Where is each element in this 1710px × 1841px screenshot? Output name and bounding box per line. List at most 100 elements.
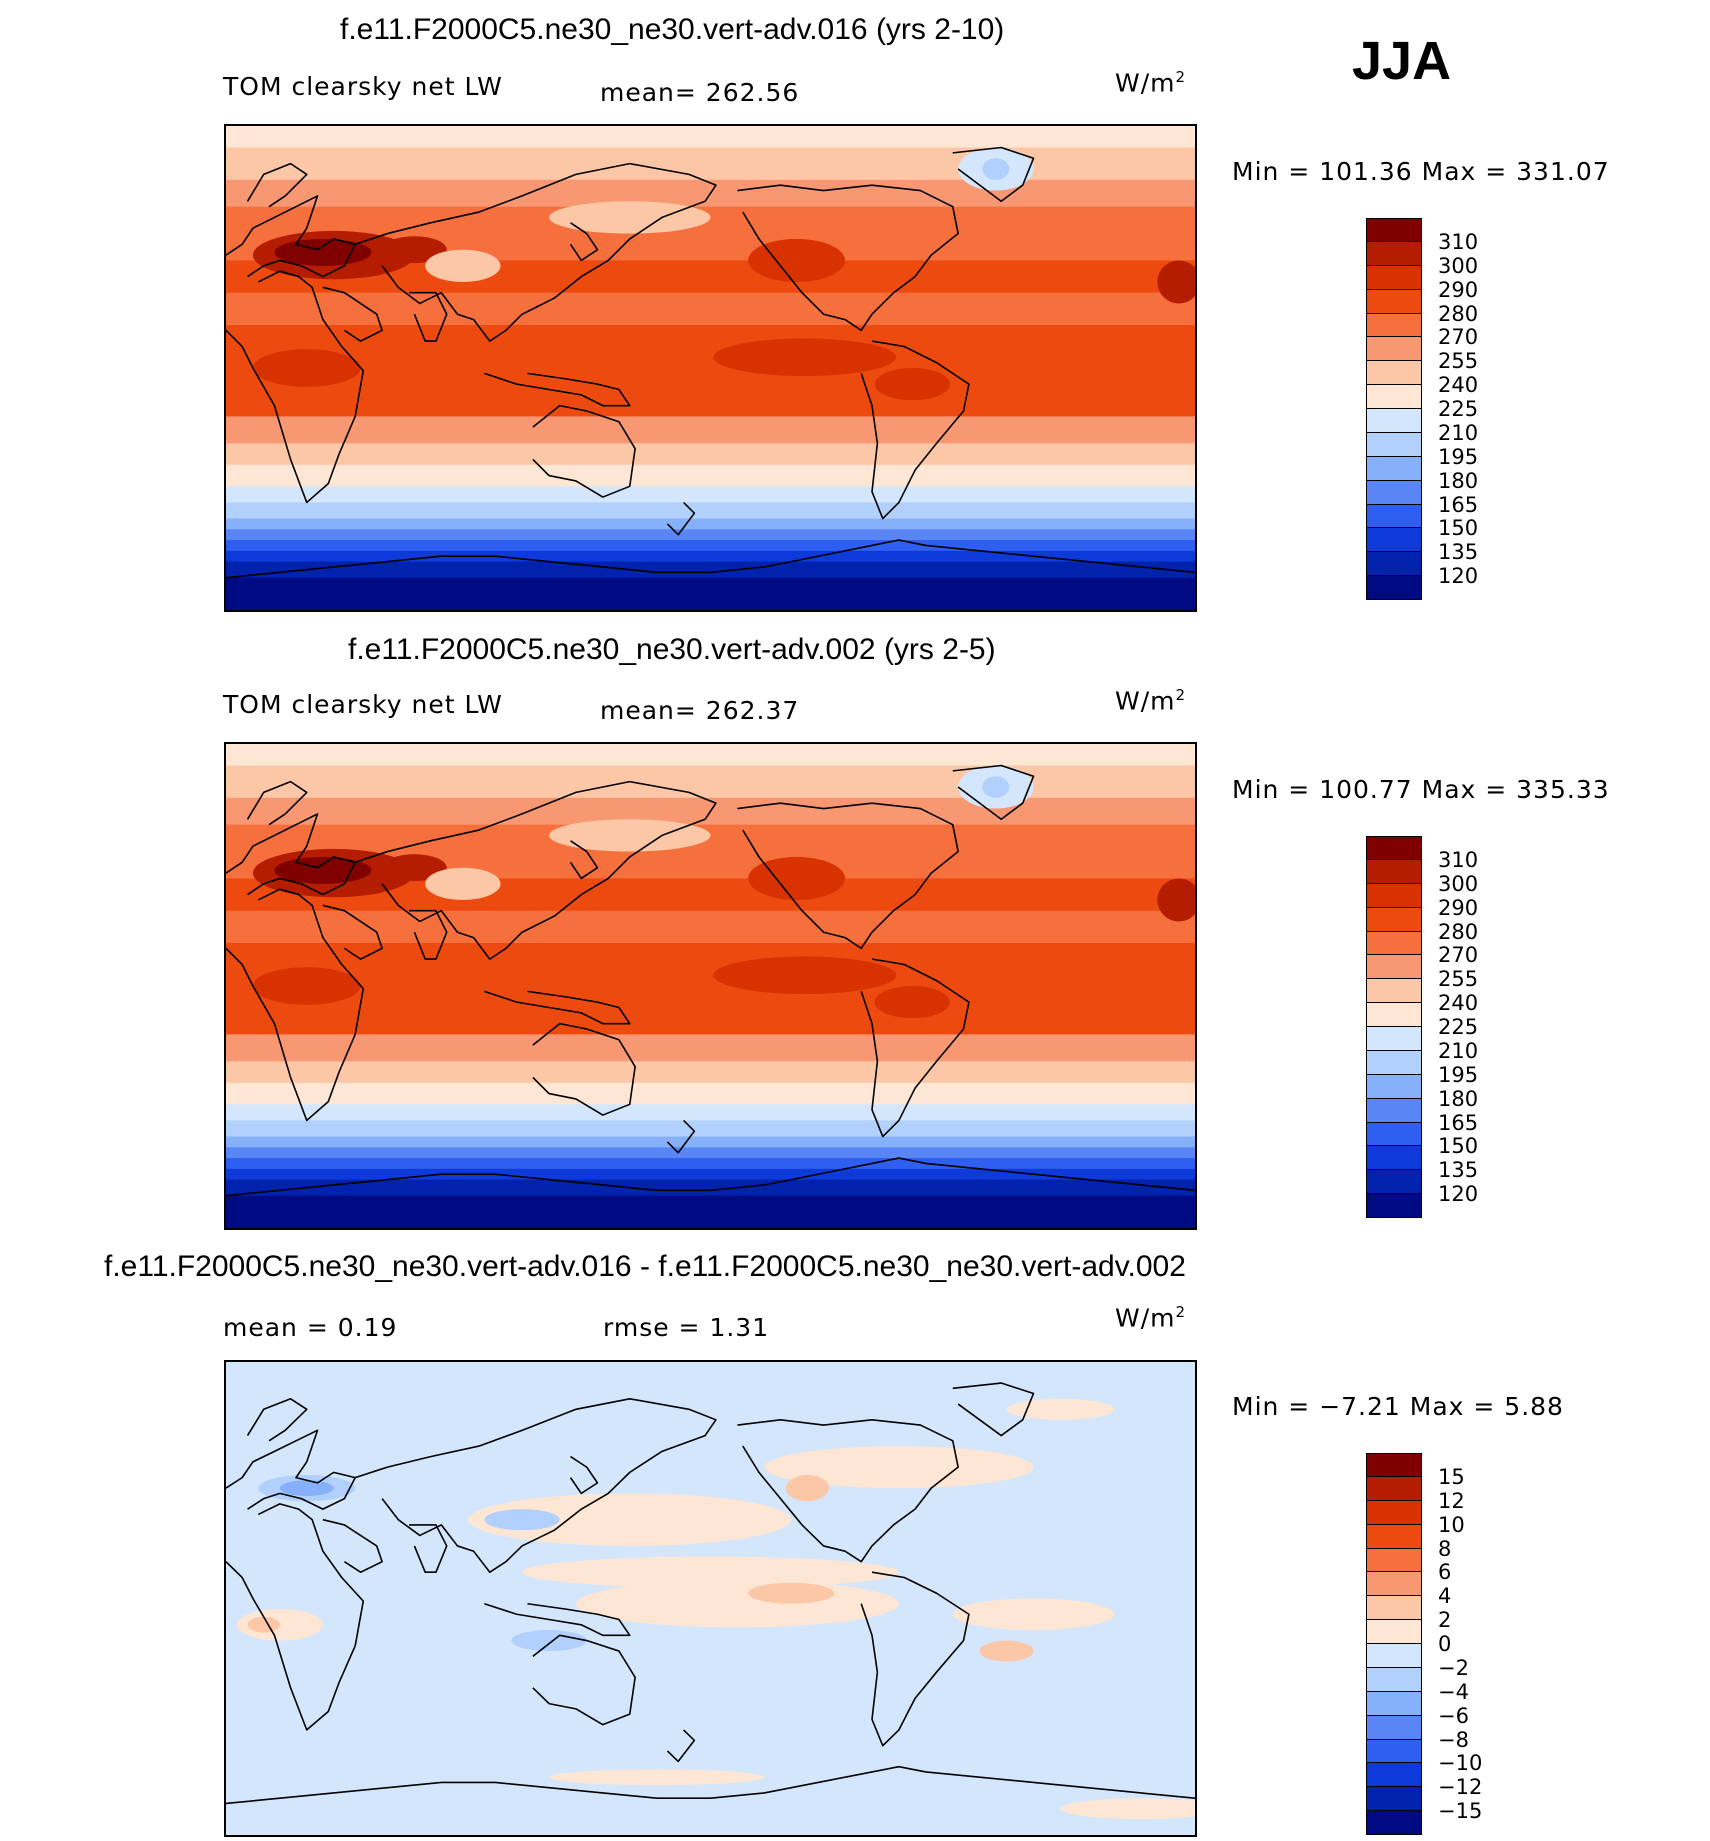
colorbar-swatch	[1366, 1500, 1422, 1525]
colorbar-tick-label: 135	[1438, 540, 1479, 565]
colorbar-tick-label: 210	[1438, 420, 1479, 445]
panel-1-variable: TOM clearsky net LW	[223, 72, 503, 101]
coastline	[226, 271, 363, 502]
colorbar-tick-label: −10	[1438, 1751, 1483, 1776]
colorbar-swatch	[1366, 1146, 1422, 1171]
coastlines	[226, 766, 1195, 1196]
panel-3-title: f.e11.F2000C5.ne30_ne30.vert-adv.016 - f…	[104, 1250, 1186, 1283]
coastline	[323, 1520, 382, 1573]
colorbar-tick-label: 2	[1438, 1608, 1452, 1633]
colorbar-tick-label: −12	[1438, 1775, 1483, 1800]
colorbar-swatch	[1366, 361, 1422, 386]
panel-3-map	[224, 1360, 1197, 1837]
colorbar-tick-label: 300	[1438, 253, 1479, 278]
coastline	[484, 991, 629, 1023]
panel-2-colorbar: 310 300 290 280 270 255 240 225 210 195 180 165 150 1…	[1366, 836, 1478, 1218]
colorbar-swatch	[1366, 979, 1422, 1004]
coastline	[226, 889, 363, 1120]
coastline	[226, 1767, 1195, 1804]
colorbar-swatch	[1366, 504, 1422, 529]
panel-1-minmax: Min = 101.36 Max = 331.07	[1232, 157, 1610, 186]
colorbar-swatch	[1366, 218, 1422, 242]
colorbar-swatch	[1366, 1715, 1422, 1740]
colorbar-swatch	[1366, 528, 1422, 553]
colorbar-tick-label: −4	[1438, 1679, 1469, 1704]
season-label: JJA	[1352, 31, 1452, 91]
colorbar-tick-label: 225	[1438, 1015, 1479, 1039]
colorbar-swatch	[1366, 1811, 1422, 1835]
colorbar-swatch	[1366, 1667, 1422, 1692]
coastline	[355, 164, 716, 341]
panel-2-minmax: Min = 100.77 Max = 335.33	[1232, 775, 1610, 804]
map-field	[226, 126, 1195, 610]
panel-3-colorbar: 15 12 10 8 6 4 2 0 −2 −4 −6 −8 −10 −12 −15	[1366, 1453, 1482, 1835]
panel-1-units: W/m2	[1115, 68, 1187, 98]
colorbar-swatch	[1366, 409, 1422, 433]
colorbar-swatch	[1366, 1596, 1422, 1621]
colorbar-swatch	[1366, 1644, 1422, 1668]
colorbar-tick-label: 270	[1438, 325, 1479, 350]
coastline	[861, 959, 969, 1136]
colorbar-tick-label: 150	[1438, 1134, 1479, 1159]
colorbar-swatch	[1366, 432, 1422, 457]
coastline	[667, 502, 694, 534]
colorbar-swatch	[1366, 265, 1422, 290]
coastline	[409, 1525, 447, 1572]
coastline	[226, 1504, 363, 1730]
colorbar-tick-label: 280	[1438, 301, 1479, 326]
panel-3-units: W/m2	[1115, 1303, 1187, 1333]
colorbar-tick-label: −15	[1438, 1799, 1483, 1824]
coastline	[533, 406, 635, 497]
colorbar-tick-label: 165	[1438, 492, 1479, 517]
panel-2-variable: TOM clearsky net LW	[223, 690, 503, 719]
colorbar-swatch	[1366, 907, 1422, 932]
coastline	[248, 782, 307, 825]
colorbar-swatch	[1366, 480, 1422, 505]
colorbar-tick-label: 180	[1438, 1086, 1479, 1111]
panel-1-map	[224, 124, 1197, 612]
panel-2-map	[224, 742, 1197, 1230]
coastline	[323, 287, 382, 341]
coastline	[861, 1572, 969, 1745]
colorbar-swatch	[1366, 1476, 1422, 1501]
colorbar-swatch	[1366, 289, 1422, 314]
colorbar-swatch	[1366, 1691, 1422, 1716]
coastline	[355, 782, 716, 959]
colorbar-swatch	[1366, 1572, 1422, 1597]
colorbar-swatch	[1366, 1098, 1422, 1123]
panel-1-colorbar: 310 300 290 280 270 255 240 225 210 195 180 165 150 1…	[1366, 218, 1478, 600]
colorbar-swatch	[1366, 1170, 1422, 1195]
panel-1-mean: mean= 262.56	[600, 78, 800, 107]
colorbar-tick-label: 225	[1438, 397, 1479, 421]
coastline	[248, 1399, 307, 1441]
colorbar-tick-label: −2	[1438, 1655, 1469, 1680]
colorbar-swatch	[1366, 1787, 1422, 1812]
coastline	[355, 1399, 716, 1572]
colorbar-tick-label: 210	[1438, 1038, 1479, 1063]
colorbar-tick-label: 12	[1438, 1488, 1465, 1513]
map-field	[226, 1362, 1195, 1835]
coastlines	[226, 148, 1195, 578]
colorbar-tick-label: 120	[1438, 564, 1479, 589]
colorbar-swatch	[1366, 456, 1422, 481]
colorbar-tick-label: 240	[1438, 991, 1479, 1016]
coastline	[737, 803, 958, 948]
coastline	[571, 1457, 598, 1494]
colorbar-tick-label: 15	[1438, 1464, 1465, 1489]
colorbar-tick-label: −6	[1438, 1703, 1469, 1728]
coastline	[409, 293, 447, 341]
colorbar-tick-label: 120	[1438, 1182, 1479, 1207]
coastline	[226, 1158, 1195, 1196]
coastline	[953, 1383, 1034, 1436]
coastline	[737, 1420, 958, 1562]
colorbar-swatch	[1366, 576, 1422, 600]
colorbar-swatch	[1366, 1194, 1422, 1218]
colorbar-tick-label: 255	[1438, 967, 1479, 992]
panel-2-mean: mean= 262.37	[600, 696, 800, 725]
colorbar-swatch	[1366, 1548, 1422, 1573]
colorbar-tick-label: 6	[1438, 1560, 1452, 1585]
colorbar-swatch	[1366, 1074, 1422, 1099]
colorbar-tick-label: 290	[1438, 895, 1479, 920]
coastline	[226, 814, 355, 895]
coastline	[226, 1430, 355, 1509]
